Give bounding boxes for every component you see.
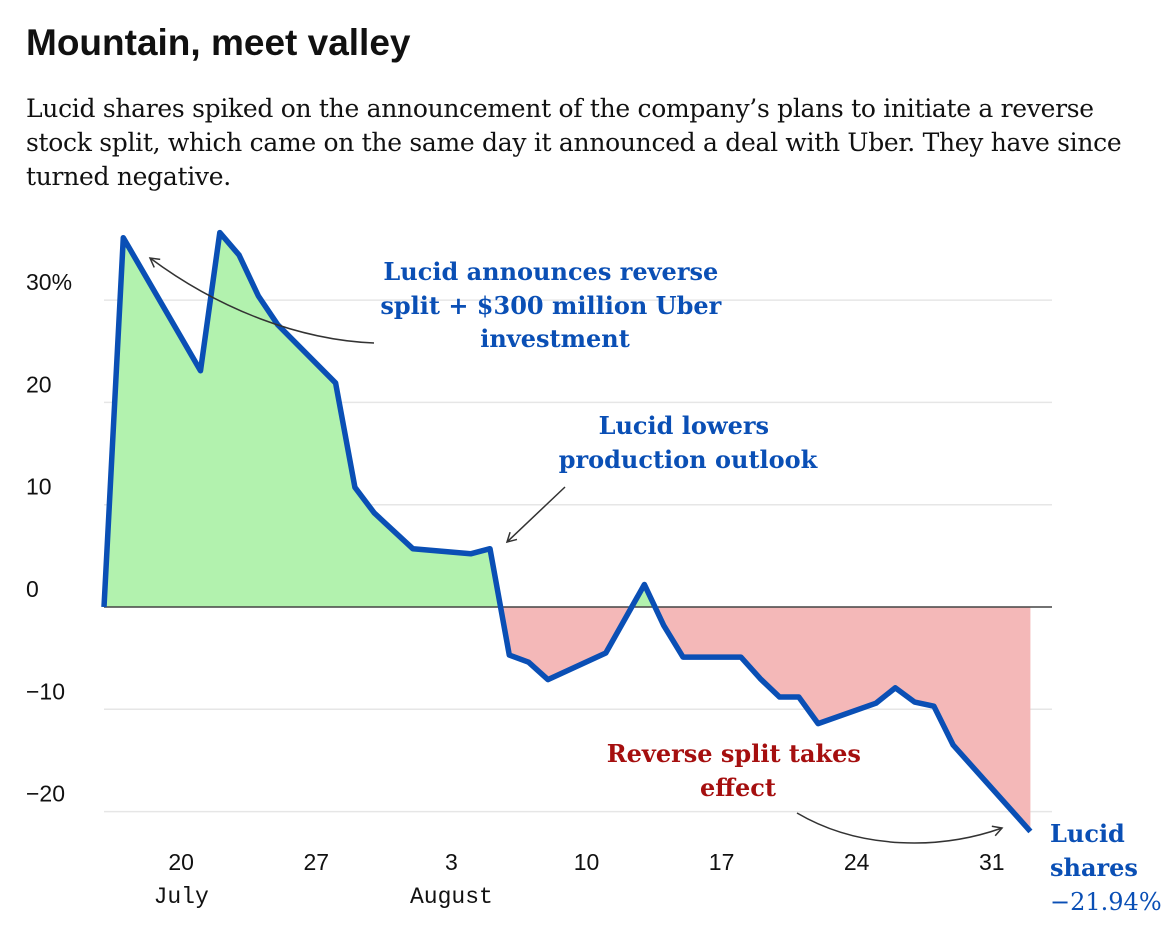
y-tick-label: 30% — [26, 269, 72, 295]
y-axis: 30% 20 10 0 −10 −20 — [26, 269, 72, 807]
x-tick-label: 17 — [709, 849, 735, 875]
chart-title: Mountain, meet valley — [26, 22, 411, 63]
y-tick-label: 10 — [26, 474, 52, 500]
x-axis: 20 July 27 3 August 10 17 24 31 — [154, 849, 1005, 910]
x-tick-label: 27 — [304, 849, 330, 875]
x-tick-label: 20 — [168, 849, 194, 875]
y-tick-label: 0 — [26, 576, 39, 602]
end-value-label: −21.94% — [1050, 888, 1162, 916]
x-tick-label: 31 — [979, 849, 1005, 875]
x-tick-label: 3 — [445, 849, 458, 875]
annotation-reverse-split-effect: Reverse split takes effect — [607, 739, 870, 802]
annotation-arrow-reverse-split-announce — [148, 257, 375, 344]
chart-subtitle: Lucid shares spiked on the announcement … — [26, 94, 1122, 191]
annotation-arrow-reverse-split-effect — [796, 812, 1004, 844]
x-tick-label: 10 — [574, 849, 600, 875]
x-month-label: July — [154, 884, 209, 910]
y-tick-label: −10 — [26, 678, 65, 704]
annotation-production-outlook: Lucid lowers production outlook — [559, 411, 819, 474]
x-tick-label: 24 — [844, 849, 870, 875]
annotation-arrow-production-outlook — [505, 486, 566, 544]
x-month-label: August — [410, 884, 493, 910]
y-tick-label: −20 — [26, 781, 65, 807]
y-tick-label: 20 — [26, 371, 52, 397]
positive-area — [104, 232, 1031, 607]
negative-area — [104, 607, 1031, 832]
end-label: Lucid shares — [1050, 819, 1138, 882]
data-points — [103, 232, 1031, 832]
annotation-reverse-split-announce: Lucid announces reverse split + $300 mil… — [380, 257, 729, 353]
